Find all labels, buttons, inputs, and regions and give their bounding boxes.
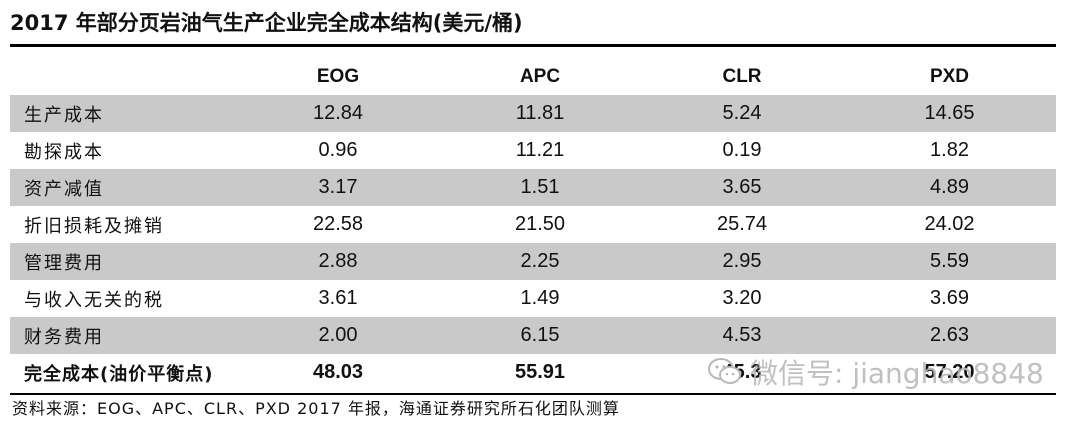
table-row-non-income-tax: 与收入无关的税 3.61 1.49 3.20 3.69 [10, 280, 1056, 317]
table-row-exploration-cost: 勘探成本 0.96 11.21 0.19 1.82 [10, 132, 1056, 169]
table-row-production-cost: 生产成本 12.84 11.81 5.24 14.65 [10, 95, 1056, 132]
cell-clr: 45.3 [722, 361, 762, 383]
cell-pxd: 57.20 [924, 361, 975, 383]
table-row-asset-impairment: 资产减值 3.17 1.51 3.65 4.89 [10, 169, 1056, 206]
cell-pxd: 4.89 [843, 169, 1056, 206]
cell-apc: 1.51 [439, 169, 641, 206]
row-label: 财务费用 [10, 317, 237, 354]
cell-apc: 2.25 [439, 243, 641, 280]
cell-pxd: 24.02 [924, 213, 975, 235]
cell-apc: 11.21 [515, 139, 565, 161]
table-row-dda: 折旧损耗及摊销 22.58 21.50 25.74 24.02 [10, 206, 1056, 243]
cell-pxd: 5.59 [843, 243, 1056, 280]
header-cell-pxd: PXD [929, 65, 970, 87]
cell-apc: 55.91 [514, 361, 566, 383]
table-title: 2017 年部分页岩油气生产企业完全成本结构(美元/桶) [10, 11, 523, 35]
cell-eog: 2.88 [237, 243, 439, 280]
cell-apc: 1.49 [520, 287, 560, 309]
header-cell-blank [10, 58, 237, 95]
table-row-finance-expense: 财务费用 2.00 6.15 4.53 2.63 [10, 317, 1056, 354]
row-label: 与收入无关的税 [24, 289, 164, 311]
row-label: 生产成本 [10, 95, 237, 132]
header-cell-eog: EOG [316, 65, 360, 87]
top-rule [10, 44, 1056, 47]
cell-clr: 25.74 [716, 213, 768, 235]
cell-pxd: 1.82 [930, 139, 969, 161]
cell-eog: 22.58 [312, 213, 364, 235]
cell-eog: 3.61 [318, 287, 358, 309]
cell-apc: 21.50 [514, 213, 566, 235]
cell-clr: 4.53 [641, 317, 843, 354]
cell-clr: 5.24 [641, 95, 843, 132]
cell-apc: 6.15 [439, 317, 641, 354]
cell-eog: 48.03 [312, 361, 364, 383]
bottom-rule [10, 393, 1056, 395]
cell-clr: 3.20 [722, 287, 762, 309]
cell-pxd: 3.69 [930, 287, 969, 309]
row-label: 资产减值 [10, 169, 237, 206]
row-label: 管理费用 [10, 243, 237, 280]
cell-apc: 11.81 [439, 95, 641, 132]
cell-eog: 3.17 [237, 169, 439, 206]
cell-eog: 2.00 [237, 317, 439, 354]
cell-pxd: 2.63 [843, 317, 1056, 354]
row-label: 勘探成本 [24, 141, 104, 163]
row-label: 折旧损耗及摊销 [24, 215, 164, 237]
cell-clr: 2.95 [641, 243, 843, 280]
header-cell-apc: APC [519, 65, 561, 87]
cell-pxd: 14.65 [843, 95, 1056, 132]
cell-clr: 0.19 [722, 139, 762, 161]
cell-eog: 12.84 [237, 95, 439, 132]
cell-clr: 3.65 [641, 169, 843, 206]
cell-eog: 0.96 [318, 139, 358, 161]
source-note: 资料来源：EOG、APC、CLR、PXD 2017 年报，海通证券研究所石化团队… [12, 399, 620, 418]
table-row-admin-expense: 管理费用 2.88 2.25 2.95 5.59 [10, 243, 1056, 280]
header-row: EOG APC CLR PXD [10, 58, 1056, 95]
cost-table: EOG APC CLR PXD 生产成本 12.84 11.81 5.24 14… [10, 58, 1056, 391]
table-row-total-cost: 完全成本(油价平衡点) 48.03 55.91 45.3 57.20 [10, 354, 1056, 391]
header-cell-clr: CLR [722, 65, 762, 87]
row-label: 完全成本(油价平衡点) [24, 363, 214, 385]
